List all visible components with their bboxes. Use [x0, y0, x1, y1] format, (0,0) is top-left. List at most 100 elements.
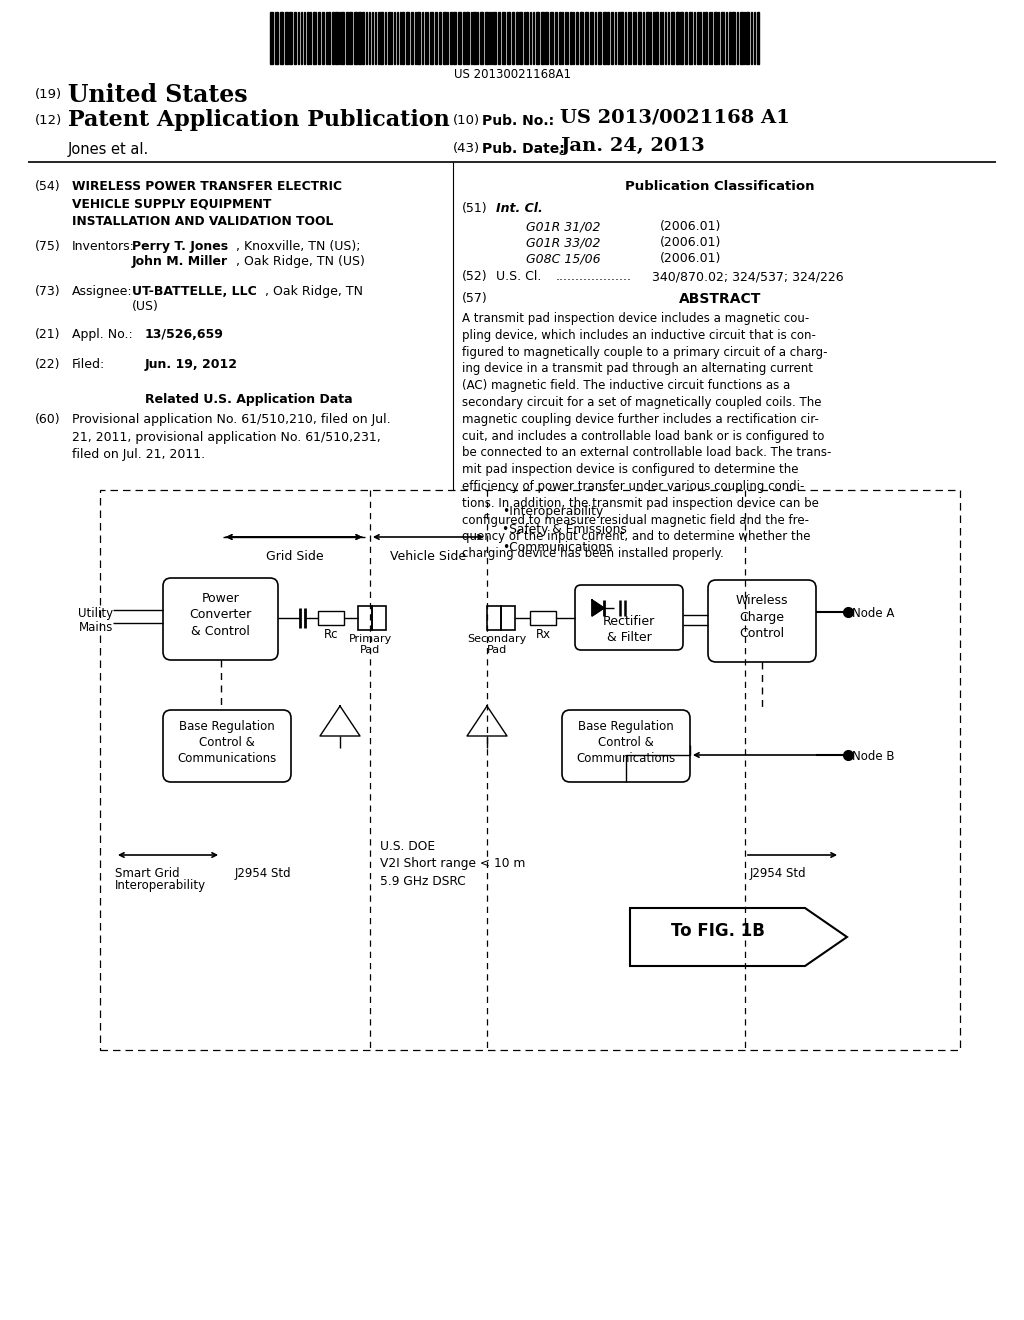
Bar: [439, 12, 441, 63]
Text: Node B: Node B: [852, 750, 895, 763]
Bar: [580, 12, 583, 63]
Text: Secondary: Secondary: [467, 634, 526, 644]
Bar: [598, 12, 601, 63]
Text: Pub. Date:: Pub. Date:: [482, 143, 565, 156]
Text: Grid Side: Grid Side: [266, 550, 324, 564]
Bar: [507, 12, 510, 63]
Bar: [646, 12, 649, 63]
Bar: [526, 12, 528, 63]
Bar: [746, 12, 749, 63]
Text: (US): (US): [132, 300, 159, 313]
Text: Patent Application Publication: Patent Application Publication: [68, 110, 450, 131]
Text: (54): (54): [35, 180, 60, 193]
Text: J2954 Std: J2954 Std: [234, 867, 292, 880]
Text: Related U.S. Application Data: Related U.S. Application Data: [145, 393, 352, 407]
Bar: [590, 12, 593, 63]
Bar: [732, 12, 735, 63]
Text: Vehicle Side: Vehicle Side: [390, 550, 466, 564]
Text: (73): (73): [35, 285, 60, 298]
Bar: [328, 12, 330, 63]
Text: (22): (22): [35, 358, 60, 371]
Text: UT-BATTELLE, LLC: UT-BATTELLE, LLC: [132, 285, 257, 298]
Text: Rx: Rx: [536, 628, 551, 642]
Bar: [638, 12, 641, 63]
Text: ...................: ...................: [556, 271, 632, 282]
Bar: [289, 12, 292, 63]
Bar: [358, 606, 372, 630]
Text: Utility: Utility: [78, 607, 113, 620]
Bar: [655, 12, 658, 63]
Text: U.S. DOE
V2I Short range < 10 m
5.9 GHz DSRC: U.S. DOE V2I Short range < 10 m 5.9 GHz …: [380, 840, 525, 888]
Bar: [294, 12, 296, 63]
Text: G01R 31/02: G01R 31/02: [526, 220, 600, 234]
Bar: [697, 12, 699, 63]
Text: US 20130021168A1: US 20130021168A1: [454, 69, 570, 81]
Text: 340/870.02; 324/537; 324/226: 340/870.02; 324/537; 324/226: [652, 271, 844, 282]
Text: John M. Miller: John M. Miller: [132, 255, 228, 268]
Bar: [335, 12, 338, 63]
Bar: [585, 12, 588, 63]
Bar: [458, 12, 461, 63]
Text: (2006.01): (2006.01): [660, 220, 721, 234]
Text: Jan. 24, 2013: Jan. 24, 2013: [560, 137, 705, 154]
Text: (57): (57): [462, 292, 487, 305]
Bar: [740, 12, 743, 63]
Bar: [313, 12, 316, 63]
Text: G01R 33/02: G01R 33/02: [526, 236, 600, 249]
Bar: [100, 490, 961, 1049]
Text: Interoperability: Interoperability: [115, 879, 206, 892]
Text: Inventors:: Inventors:: [72, 240, 135, 253]
Bar: [676, 12, 679, 63]
Text: , Knoxville, TN (US);: , Knoxville, TN (US);: [236, 240, 360, 253]
Text: (52): (52): [462, 271, 487, 282]
Bar: [685, 12, 687, 63]
Text: Int. Cl.: Int. Cl.: [496, 202, 543, 215]
Bar: [555, 12, 557, 63]
Bar: [487, 606, 501, 630]
Bar: [705, 12, 707, 63]
Text: Mains: Mains: [79, 620, 113, 634]
Text: J2954 Std: J2954 Std: [750, 867, 807, 880]
Text: Node A: Node A: [852, 607, 894, 620]
Bar: [411, 12, 413, 63]
Bar: [493, 12, 496, 63]
Text: (12): (12): [35, 114, 62, 127]
Text: 13/526,659: 13/526,659: [145, 327, 224, 341]
Text: Base Regulation
Control &
Communications: Base Regulation Control & Communications: [177, 719, 276, 766]
Bar: [380, 12, 383, 63]
Bar: [466, 12, 469, 63]
Bar: [611, 12, 613, 63]
Bar: [450, 12, 452, 63]
Text: United States: United States: [68, 83, 248, 107]
Bar: [603, 12, 606, 63]
Bar: [463, 12, 465, 63]
Text: To FIG. 1B: To FIG. 1B: [671, 921, 765, 940]
Text: Pad: Pad: [486, 645, 507, 655]
Bar: [570, 12, 572, 63]
Text: , Oak Ridge, TN (US): , Oak Ridge, TN (US): [236, 255, 365, 268]
Text: Filed:: Filed:: [72, 358, 105, 371]
Bar: [332, 12, 334, 63]
Bar: [530, 611, 556, 624]
Text: (10): (10): [453, 114, 480, 127]
Bar: [607, 12, 609, 63]
Text: Provisional application No. 61/510,210, filed on Jul.
21, 2011, provisional appl: Provisional application No. 61/510,210, …: [72, 413, 390, 461]
Text: Publication Classification: Publication Classification: [626, 180, 815, 193]
Text: Perry T. Jones: Perry T. Jones: [132, 240, 228, 253]
Text: Wireless
Charge
Control: Wireless Charge Control: [736, 594, 788, 640]
Bar: [430, 12, 433, 63]
Bar: [372, 606, 386, 630]
Bar: [498, 12, 500, 63]
Bar: [545, 12, 548, 63]
Text: G08C 15/06: G08C 15/06: [526, 252, 601, 265]
Bar: [714, 12, 717, 63]
Bar: [620, 12, 623, 63]
Bar: [502, 12, 505, 63]
Bar: [406, 12, 409, 63]
Bar: [322, 12, 324, 63]
Text: (51): (51): [462, 202, 487, 215]
Text: Assignee:: Assignee:: [72, 285, 133, 298]
Bar: [341, 12, 344, 63]
Bar: [358, 12, 361, 63]
Text: •Interoperability
•Safety & Emissions
•Communications: •Interoperability •Safety & Emissions •C…: [502, 506, 627, 554]
